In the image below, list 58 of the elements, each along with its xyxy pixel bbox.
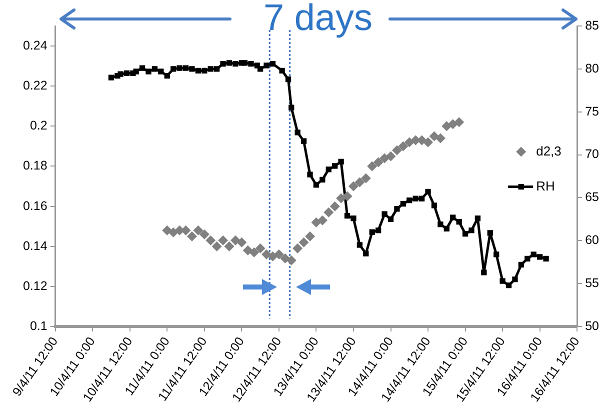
y-tick-label: 0.1 bbox=[30, 318, 48, 333]
y-tick-label: 0.18 bbox=[22, 158, 48, 173]
point bbox=[206, 235, 216, 246]
point bbox=[212, 241, 222, 252]
point bbox=[286, 255, 296, 266]
point bbox=[454, 117, 464, 128]
point bbox=[423, 137, 434, 148]
point bbox=[186, 231, 197, 242]
point bbox=[230, 235, 240, 246]
point bbox=[317, 215, 328, 226]
point bbox=[398, 141, 408, 152]
point bbox=[298, 237, 309, 248]
point bbox=[380, 153, 390, 164]
point bbox=[199, 229, 210, 240]
point bbox=[429, 131, 440, 142]
point bbox=[311, 217, 322, 228]
point bbox=[249, 247, 260, 258]
point bbox=[435, 133, 446, 144]
point bbox=[342, 191, 352, 202]
y2-tick-label: 65 bbox=[585, 190, 600, 204]
point bbox=[392, 145, 402, 156]
y2-tick-label: 70 bbox=[585, 147, 600, 162]
y-tick-label: 0.22 bbox=[22, 78, 48, 93]
point bbox=[224, 241, 234, 252]
y-tick-label: 0.14 bbox=[22, 238, 48, 253]
y-tick-label: 0.2 bbox=[30, 118, 48, 133]
point bbox=[373, 157, 384, 168]
point bbox=[360, 173, 371, 184]
point bbox=[274, 249, 284, 260]
y-tick-label: 0.12 bbox=[22, 278, 48, 293]
point bbox=[292, 243, 303, 254]
point bbox=[367, 161, 378, 172]
point bbox=[268, 251, 278, 262]
point bbox=[330, 201, 340, 212]
y2-tick-label: 75 bbox=[585, 104, 600, 118]
y2-tick-label: 55 bbox=[585, 276, 600, 290]
y2-tick-label: 80 bbox=[585, 61, 600, 76]
y2-tick-label: 50 bbox=[585, 318, 600, 333]
y-tick-label: 0.16 bbox=[22, 198, 48, 213]
point bbox=[193, 225, 204, 236]
point bbox=[255, 243, 266, 254]
point bbox=[354, 177, 365, 188]
y2-tick-label: 60 bbox=[585, 233, 600, 248]
point bbox=[324, 207, 334, 218]
point bbox=[262, 249, 272, 260]
point bbox=[168, 227, 178, 238]
y-tick-label: 0.24 bbox=[22, 38, 48, 52]
y2-tick-label: 85 bbox=[585, 18, 600, 32]
point bbox=[348, 181, 358, 192]
point bbox=[305, 231, 315, 242]
point bbox=[218, 235, 228, 246]
point bbox=[442, 121, 452, 132]
point bbox=[236, 237, 247, 248]
legend-label: RH bbox=[536, 178, 555, 194]
point bbox=[162, 225, 172, 236]
point bbox=[386, 151, 396, 162]
legend-label: d2,3 bbox=[536, 143, 562, 158]
annotation: 7 days bbox=[263, 0, 372, 38]
